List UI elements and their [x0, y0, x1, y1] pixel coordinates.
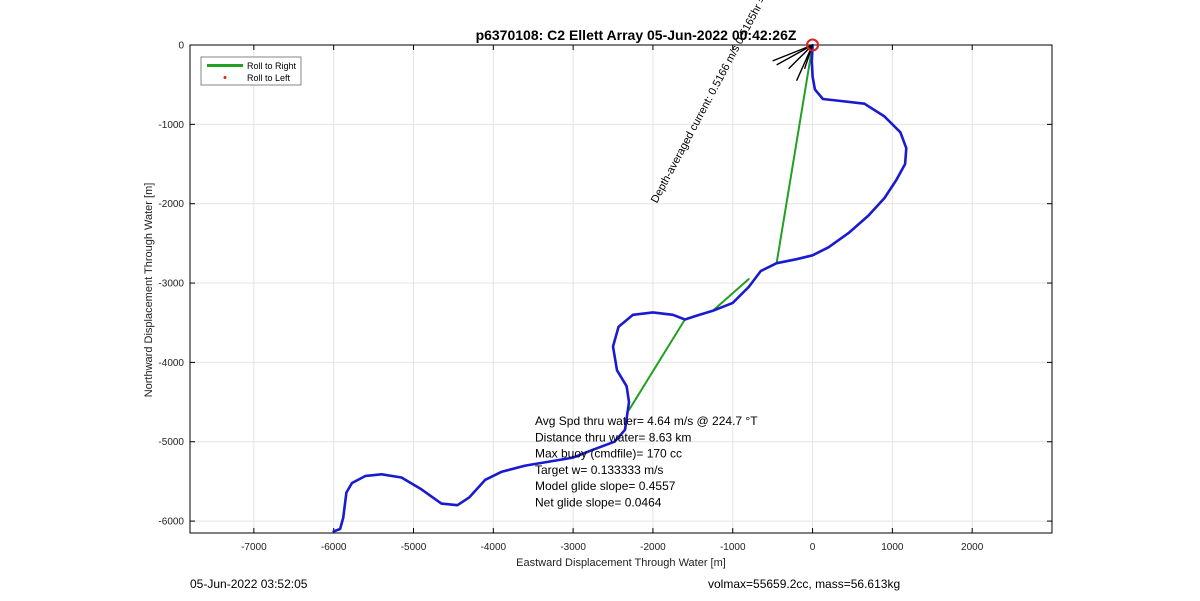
glider-track-line: [332, 43, 908, 533]
stats-annotation: Avg Spd thru water= 4.64 m/s @ 224.7 °T: [535, 414, 758, 428]
x-tick-label: -6000: [321, 542, 347, 553]
y-tick-label: 0: [178, 41, 184, 52]
legend-swatch-roll-left: [223, 76, 227, 79]
x-tick-label: -3000: [560, 542, 586, 553]
stats-annotation: Max buoy (cmdfile)= 170 cc: [535, 447, 682, 461]
legend-label-roll-left: Roll to Left: [247, 73, 291, 83]
roll-right-segment: [711, 278, 750, 312]
footer-timestamp: 05-Jun-2022 03:52:05: [190, 577, 308, 591]
legend-label-roll-right: Roll to Right: [247, 61, 297, 71]
wind-barb-layer: [772, 38, 820, 81]
plot-frame: [189, 44, 1053, 534]
x-tick-label: -7000: [241, 542, 267, 553]
x-tick-label: 0: [810, 542, 816, 553]
y-tick-label: -2000: [158, 199, 184, 210]
current-position-marker: [806, 38, 820, 52]
legend: Roll to Right Roll to Left: [200, 56, 302, 86]
current-vector-line: [776, 44, 813, 66]
roll-right-segment: [775, 44, 814, 265]
roll-right-segment: [628, 318, 686, 411]
stats-annotation: Net glide slope= 0.0464: [535, 496, 662, 510]
current-vector-line: [772, 44, 813, 62]
y-tick-label: -6000: [158, 517, 184, 528]
chart-title: p6370108: C2 Ellett Array 05-Jun-2022 00…: [476, 27, 797, 43]
y-tick-label: -3000: [158, 279, 184, 290]
stats-annotation: Model glide slope= 0.4557: [535, 479, 676, 493]
tick-layer: -7000 -6000 -5000 -4000 -3000 -2000 -1000 0 1000…: [158, 41, 1052, 553]
x-tick-label: -2000: [640, 542, 666, 553]
stats-annotation: Target w= 0.133333 m/s: [535, 463, 663, 477]
footer-mass-info: volmax=55659.2cc, mass=56.613kg: [708, 577, 901, 591]
x-tick-label: 2000: [961, 542, 984, 553]
current-vector-line: [803, 44, 814, 70]
y-tick-label: -4000: [158, 358, 184, 369]
x-tick-label: -4000: [481, 542, 507, 553]
x-axis-label: Eastward Displacement Through Water [m]: [516, 557, 726, 569]
x-tick-label: -5000: [401, 542, 427, 553]
y-axis-label: Northward Displacement Through Water [m]: [143, 183, 155, 398]
x-tick-label: 1000: [881, 542, 904, 553]
series-layer: [332, 43, 908, 533]
y-tick-label: -5000: [158, 437, 184, 448]
stats-annotation: Distance thru water= 8.63 km: [535, 430, 691, 444]
legend-box: [200, 56, 302, 86]
y-tick-label: -1000: [158, 120, 184, 131]
x-tick-label: -1000: [720, 542, 746, 553]
